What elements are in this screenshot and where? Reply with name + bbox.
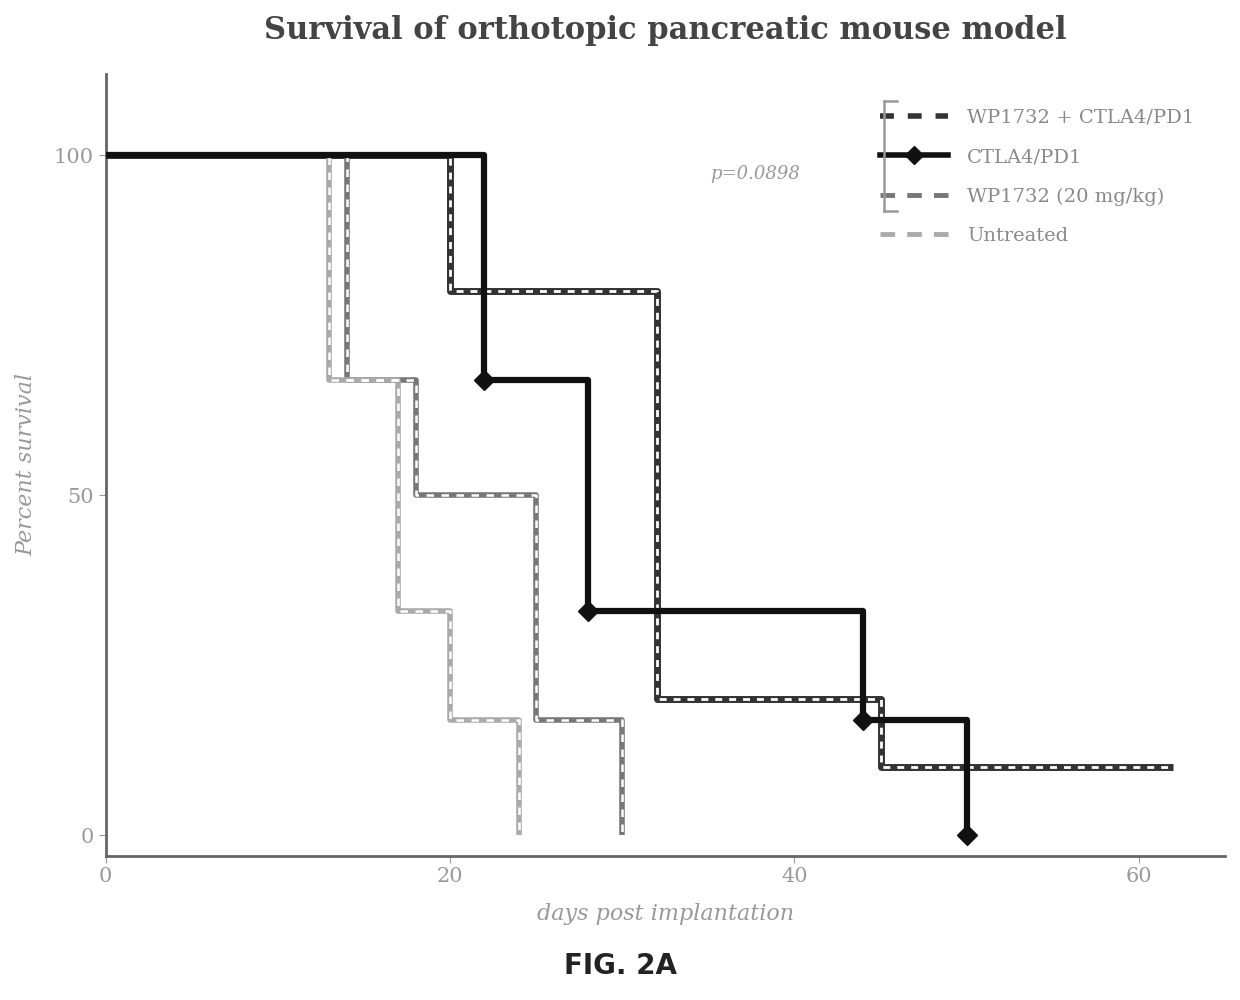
- Title: Survival of orthotopic pancreatic mouse model: Survival of orthotopic pancreatic mouse …: [264, 15, 1066, 46]
- Text: FIG. 2A: FIG. 2A: [563, 952, 677, 980]
- X-axis label: days post implantation: days post implantation: [537, 903, 794, 925]
- Text: p=0.0898: p=0.0898: [711, 165, 800, 183]
- Legend: WP1732 + CTLA4/PD1, CTLA4/PD1, WP1732 (20 mg/kg), Untreated: WP1732 + CTLA4/PD1, CTLA4/PD1, WP1732 (2…: [870, 99, 1204, 255]
- Y-axis label: Percent survival: Percent survival: [15, 373, 37, 556]
